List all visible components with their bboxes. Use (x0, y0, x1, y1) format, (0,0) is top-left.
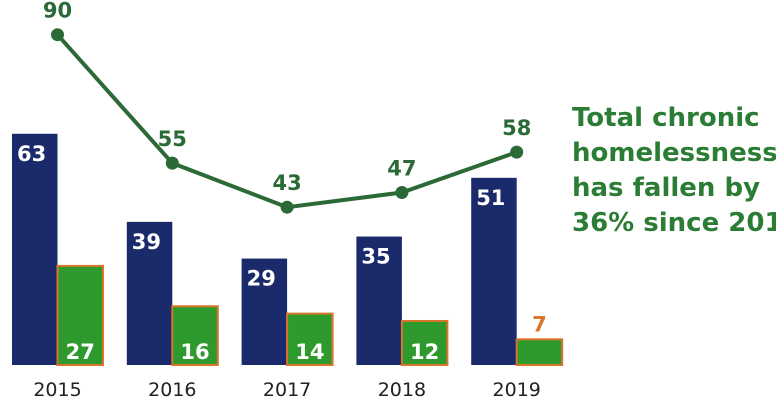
bar (356, 236, 402, 365)
bar-label: 35 (361, 245, 390, 269)
bar-label: 63 (17, 142, 46, 166)
bar-label: 14 (295, 340, 324, 364)
annotation: Total chronic (572, 103, 760, 133)
line-point (165, 156, 179, 170)
bar-label: 51 (476, 186, 505, 210)
bar (241, 258, 288, 365)
bar (471, 177, 517, 365)
line-point (395, 186, 409, 200)
bar (56, 264, 104, 366)
line-label: 55 (158, 127, 187, 151)
bar-label: 7 (532, 312, 547, 336)
line-point (510, 145, 524, 159)
x-tick-label: 2016 (148, 379, 196, 401)
bar (400, 319, 449, 366)
annotation: has fallen by (572, 173, 760, 203)
bar-label: 16 (180, 340, 209, 364)
line-point (280, 200, 294, 214)
annotation: 36% since 2015 (572, 208, 776, 238)
bar (171, 305, 219, 366)
bar-label: 27 (66, 340, 95, 364)
bar-label: 29 (247, 267, 276, 291)
line-label: 47 (387, 157, 416, 181)
x-tick-label: 2017 (263, 379, 311, 401)
line-label: 58 (502, 116, 531, 140)
bar-label: 39 (132, 230, 161, 254)
line-label: 90 (43, 0, 72, 23)
bar-label: 12 (410, 340, 439, 364)
x-tick-label: 2018 (378, 379, 426, 401)
x-tick-label: 2019 (493, 379, 541, 401)
x-tick-label: 2015 (33, 379, 81, 401)
line-point (51, 28, 64, 42)
bar (515, 338, 564, 366)
bar (126, 221, 173, 365)
bar (286, 312, 334, 366)
line-label: 43 (272, 171, 301, 195)
bar (12, 133, 58, 365)
annotation: homelessness (572, 138, 776, 168)
